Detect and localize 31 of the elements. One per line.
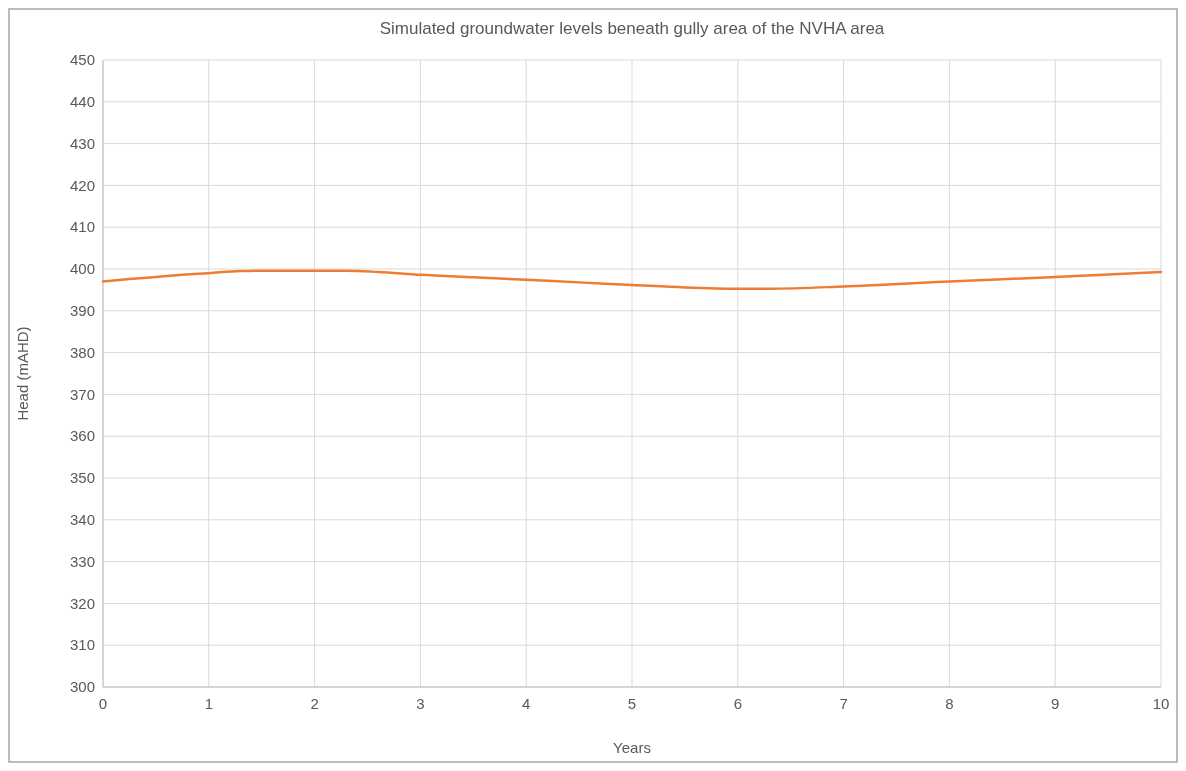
x-tick-label: 7: [839, 695, 848, 712]
y-tick-label: 440: [69, 93, 95, 111]
y-tick-label: 310: [69, 636, 95, 654]
y-tick-label: 300: [69, 678, 95, 696]
y-tick-label: 340: [69, 511, 95, 529]
y-tick-label: 350: [69, 469, 95, 487]
x-tick-label: 5: [627, 695, 637, 712]
line-series: [101, 269, 1163, 290]
y-tick-label: 370: [69, 385, 95, 403]
x-tick-label: 2: [310, 695, 319, 712]
x-tick-label: 10: [1152, 695, 1170, 712]
y-tick-label: 330: [69, 552, 95, 570]
y-tick-label: 430: [69, 134, 95, 152]
x-tick-label: 9: [1051, 695, 1060, 712]
y-tick-label: 380: [69, 343, 95, 361]
x-tick-label: 1: [204, 695, 213, 712]
x-tick-label: 6: [733, 695, 742, 712]
y-tick-label: 420: [69, 176, 95, 194]
y-axis-title: Head (mAHD): [14, 326, 31, 421]
y-tick-label: 400: [69, 260, 95, 278]
x-tick-label: 0: [98, 695, 108, 712]
x-axis-title: Years: [613, 739, 651, 756]
y-tick-label: 450: [69, 51, 95, 69]
y-tick-label: 360: [69, 427, 95, 445]
y-tick-label: 320: [69, 594, 95, 612]
y-tick-label: 390: [69, 302, 95, 320]
x-tick-label: 8: [945, 695, 954, 712]
chart-title: Simulated groundwater levels beneath gully area of the NVHA area: [379, 19, 885, 38]
x-tick-label: 4: [522, 695, 531, 712]
y-tick-label: 410: [69, 218, 95, 236]
x-tick-label: 3: [416, 695, 425, 712]
